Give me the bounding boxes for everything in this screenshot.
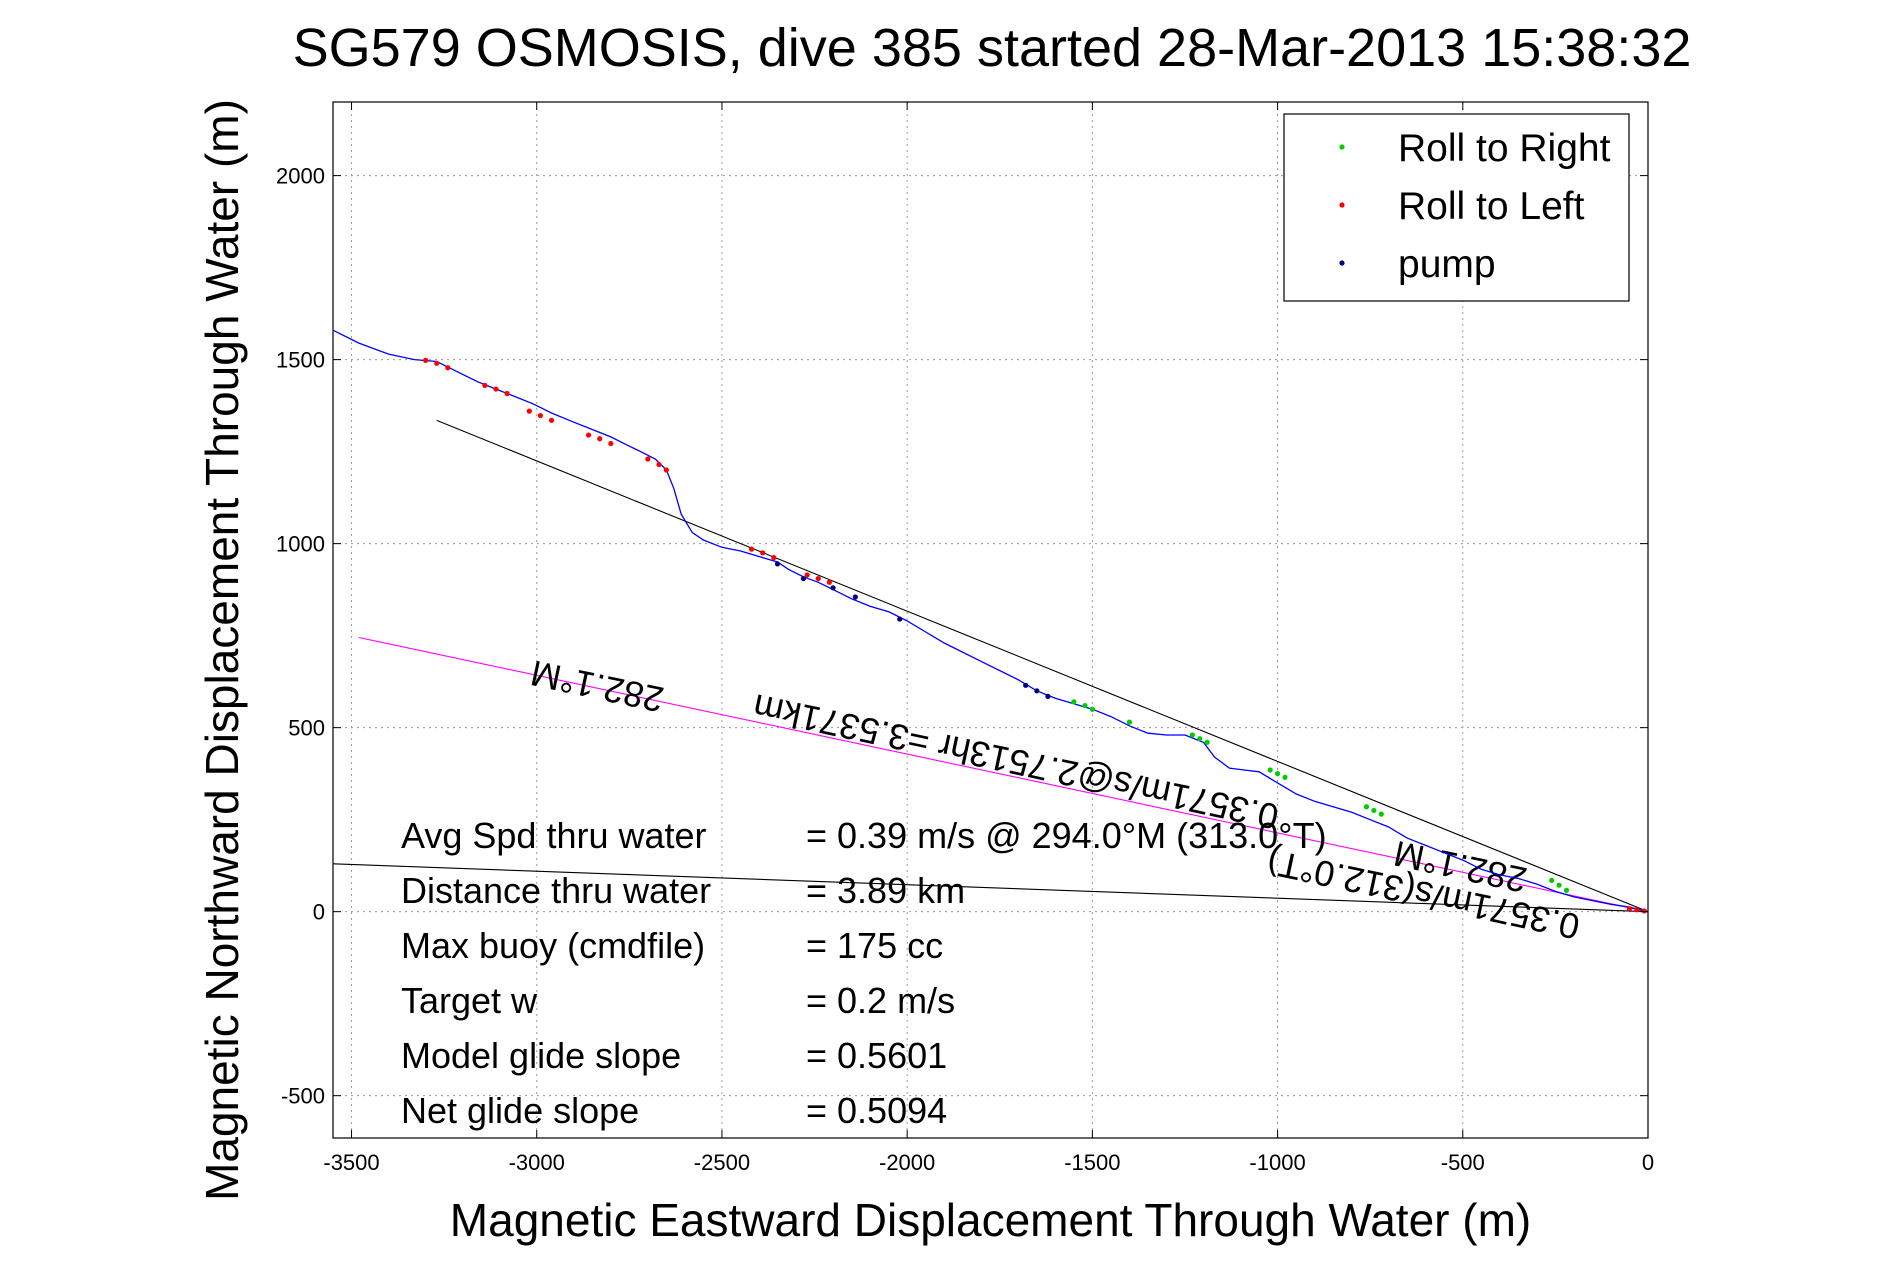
roll-to-right-point <box>1126 719 1133 725</box>
x-tick-label: -1500 <box>1064 1150 1120 1175</box>
x-axis-label: Magnetic Eastward Displacement Through W… <box>450 1194 1531 1246</box>
track-series <box>332 329 1649 913</box>
stat-label: Avg Spd thru water <box>401 815 707 856</box>
x-tick-label: -3500 <box>323 1150 379 1175</box>
y-tick-label: 1500 <box>276 348 325 373</box>
y-tick-label: 0 <box>313 900 325 925</box>
stats-block: Avg Spd thru water = 0.39 m/s @ 294.0°M (… <box>401 815 1327 1131</box>
reference-lines <box>332 419 1649 913</box>
roll-to-left-point <box>804 572 810 578</box>
roll-to-right-point <box>1563 887 1570 893</box>
legend-marker <box>1339 260 1345 266</box>
roll-to-right-point <box>1371 807 1377 814</box>
stat-value: = 0.5601 <box>806 1035 947 1076</box>
roll-to-right-point <box>1549 877 1555 883</box>
pump-point <box>1034 688 1040 694</box>
legend: Roll to Right Roll to Left pump <box>1283 113 1630 302</box>
chart-title: SG579 OSMOSIS, dive 385 started 28-Mar-2… <box>293 18 1692 78</box>
roll-to-right-point <box>1378 811 1384 817</box>
stat-label: Target w <box>401 980 538 1021</box>
roll-to-left-point <box>748 546 755 552</box>
roll-to-right-point <box>1556 882 1562 888</box>
stat-value: = 0.39 m/s @ 294.0°M (313.0°T) <box>806 815 1327 856</box>
stat-value: = 175 cc <box>806 925 943 966</box>
roll-to-left-point <box>608 440 614 447</box>
roll-to-right-point <box>1071 699 1077 705</box>
y-tick-label: 500 <box>288 716 325 741</box>
pump-point <box>897 616 903 622</box>
legend-marker <box>1339 144 1345 150</box>
x-tick-label: 0 <box>1642 1150 1654 1175</box>
roll-to-right-point <box>1363 804 1370 810</box>
legend-label: Roll to Right <box>1398 127 1611 170</box>
reference-line-lower <box>332 863 1649 913</box>
roll-to-right-point <box>1274 771 1281 777</box>
roll-to-left-point <box>434 360 440 366</box>
pump-point <box>800 575 807 582</box>
stat-value: = 0.5094 <box>806 1090 947 1131</box>
roll-to-left-point <box>445 365 451 371</box>
roll-to-left-point <box>597 436 603 442</box>
stat-label: Model glide slope <box>401 1035 681 1076</box>
roll-to-left-point <box>663 467 669 473</box>
roll-to-left-point <box>815 575 821 582</box>
x-tick-label: -2500 <box>694 1150 750 1175</box>
pump-point <box>852 594 858 600</box>
legend-marker <box>1339 202 1345 208</box>
roll-to-left-point <box>760 550 766 556</box>
stat-label: Net glide slope <box>401 1090 639 1131</box>
roll-to-right-point <box>1282 774 1288 780</box>
reference-line-upper <box>436 419 1649 913</box>
roll-to-right-point <box>1267 767 1273 773</box>
roll-to-left-point <box>656 461 662 468</box>
legend-label: Roll to Left <box>1398 185 1585 228</box>
stat-label: Max buoy (cmdfile) <box>401 925 705 966</box>
y-tick-label: 1000 <box>276 532 325 557</box>
roll-to-left-point <box>1641 908 1647 914</box>
roll-to-right-point <box>1082 702 1088 709</box>
roll-to-right-point <box>1089 706 1095 712</box>
roll-to-left-point <box>826 579 832 585</box>
x-tick-label: -2000 <box>879 1150 935 1175</box>
pump-point <box>1023 682 1029 688</box>
roll-to-left-point <box>537 412 544 419</box>
roll-to-left-point <box>548 417 555 423</box>
y-axis-label: Magnetic Northward Displacement Through … <box>196 99 248 1201</box>
stat-value: = 3.89 km <box>806 870 965 911</box>
legend-label: pump <box>1398 243 1496 286</box>
axis-ticks: -3500 -3000 -2500 -2000 -1500 -1000 -500 0 -500 0… <box>276 102 1654 1175</box>
pump-point <box>1045 693 1051 699</box>
stat-value: = 0.2 m/s <box>806 980 955 1021</box>
roll-to-left-point <box>423 357 429 363</box>
pump-point <box>830 585 836 591</box>
y-tick-label: -500 <box>281 1084 325 1109</box>
x-tick-label: -3000 <box>509 1150 565 1175</box>
roll-to-left-point <box>771 555 777 561</box>
y-tick-label: 2000 <box>276 164 325 189</box>
roll-to-right-point <box>1189 732 1195 738</box>
roll-to-left-point <box>585 432 592 438</box>
roll-to-right-point <box>1197 736 1203 742</box>
stat-label: Distance thru water <box>401 870 711 911</box>
marker-series <box>423 357 1647 914</box>
roll-to-left-point <box>526 408 532 414</box>
roll-to-left-point <box>645 456 651 462</box>
roll-to-left-point <box>504 390 510 397</box>
track-line <box>332 329 1649 913</box>
roll-to-left-point <box>482 382 488 388</box>
roll-to-left-point <box>493 386 499 392</box>
heading-line <box>358 636 1649 913</box>
roll-to-right-point <box>1204 739 1210 745</box>
plot-frame <box>332 101 1649 1139</box>
x-tick-label: -500 <box>1441 1150 1485 1175</box>
pump-point <box>774 561 781 567</box>
roll-to-left-point <box>1634 907 1640 913</box>
roll-to-left-point <box>1626 906 1633 912</box>
x-tick-label: -1000 <box>1249 1150 1305 1175</box>
